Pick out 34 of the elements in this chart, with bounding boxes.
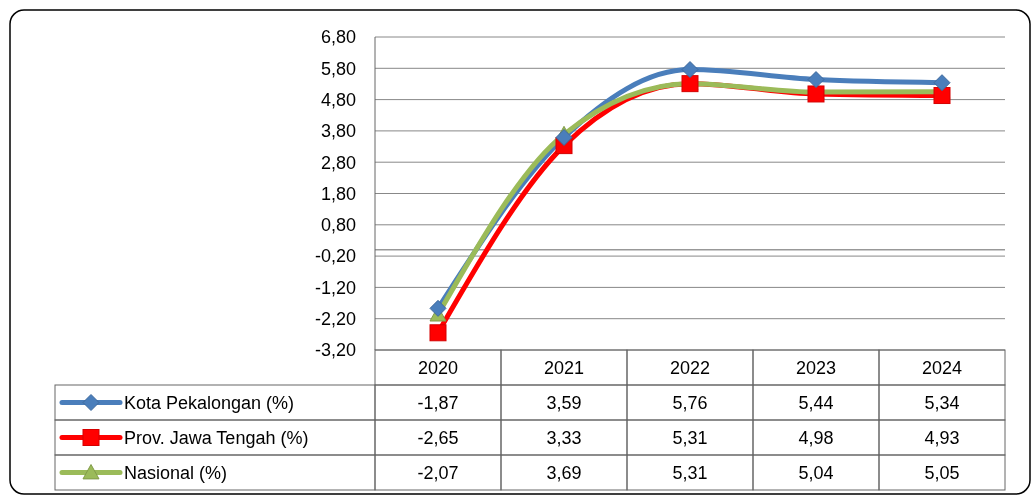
y-tick-label: -2,20 bbox=[314, 309, 356, 329]
x-tick-label: 2020 bbox=[417, 357, 459, 378]
text: -2,65 bbox=[417, 427, 459, 448]
y-tick-label: -1,20 bbox=[314, 277, 356, 298]
text: 3,33 bbox=[546, 427, 582, 448]
text: 5,44 bbox=[798, 392, 834, 413]
y-tick-label: 3,80 bbox=[320, 121, 356, 142]
legend-label: Prov. Jawa Tengah (%) bbox=[124, 427, 309, 448]
y-tick-label: 5,80 bbox=[320, 58, 356, 79]
text: 4,93 bbox=[924, 427, 960, 448]
y-tick-label: 1,80 bbox=[320, 183, 356, 204]
legend-label: Kota Pekalongan (%) bbox=[124, 392, 295, 413]
text: 4,98 bbox=[798, 427, 834, 448]
y-tick-label: -3,20 bbox=[314, 340, 356, 361]
text: 3,69 bbox=[546, 462, 582, 483]
y-tick-label: -0,20 bbox=[314, 246, 356, 267]
text: 5,05 bbox=[924, 462, 960, 483]
y-tick-label: 6,80 bbox=[320, 27, 356, 48]
legend-label: Nasional (%) bbox=[124, 462, 228, 483]
y-tick-label: 0,80 bbox=[320, 215, 356, 236]
text: 5,31 bbox=[672, 427, 708, 448]
y-tick-label: 2,80 bbox=[320, 152, 356, 173]
y-tick-label: 4,80 bbox=[320, 89, 356, 110]
text: 5,34 bbox=[924, 392, 960, 413]
x-tick-label: 2022 bbox=[669, 357, 711, 378]
x-tick-label: 2024 bbox=[921, 357, 963, 378]
text: 3,59 bbox=[546, 392, 582, 413]
x-tick-label: 2021 bbox=[543, 357, 585, 378]
text: 5,76 bbox=[672, 392, 708, 413]
x-tick-label: 2023 bbox=[795, 357, 837, 378]
text: -1,87 bbox=[417, 392, 459, 413]
text: -2,07 bbox=[417, 462, 459, 483]
text: 5,31 bbox=[672, 462, 708, 483]
text: 5,04 bbox=[798, 462, 834, 483]
